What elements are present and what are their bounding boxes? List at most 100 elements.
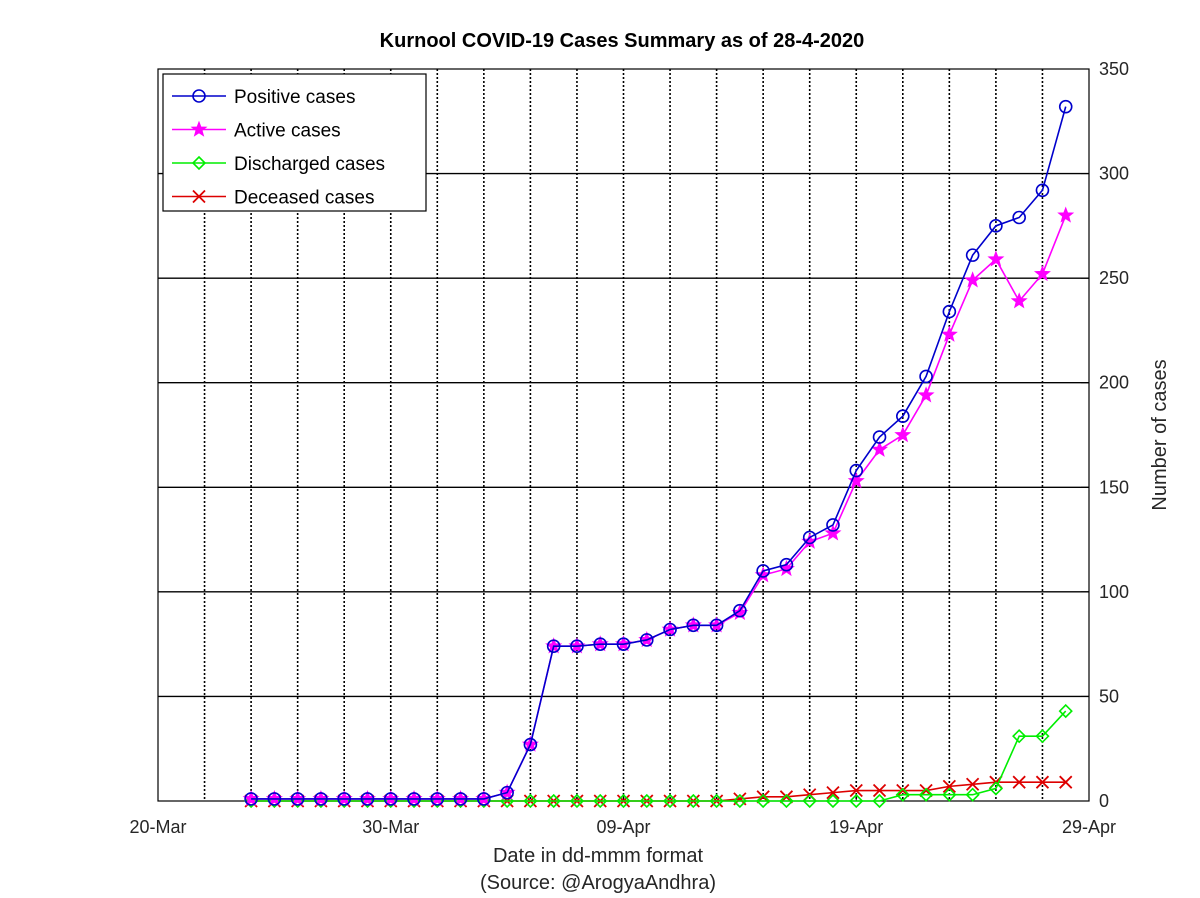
data-point-active-cases [894,426,912,443]
data-point-positive-cases [570,639,584,654]
data-point-active-cases [917,386,935,403]
x-axis-label: Date in dd-mmm format [493,845,703,867]
legend-marker-star [190,120,208,137]
data-point-discharged-cases [616,793,631,809]
legend-label: Active cases [234,121,341,142]
legend-label: Discharged cases [234,154,385,175]
data-point-positive-cases [453,792,468,806]
data-point-positive-cases [989,219,1003,233]
data-point-discharged-cases [662,793,678,809]
data-point-discharged-cases [546,793,561,809]
data-point-discharged-cases [756,793,771,809]
data-point-discharged-cases [872,793,887,809]
y-tick-label: 200 [1099,373,1129,393]
legend-item-positive-cases: Positive cases [172,87,355,108]
data-point-positive-cases [709,618,724,633]
x-tick-label: 09-Apr [596,817,650,837]
series-layer [242,99,1075,809]
x-tick-label: 29-Apr [1062,817,1116,837]
data-point-positive-cases [593,637,608,651]
data-point-discharged-cases [569,793,585,809]
data-point-discharged-cases [988,781,1004,796]
data-point-active-cases [964,271,982,288]
series-line-positive-cases [251,106,1067,800]
data-point-discharged-cases [802,793,817,809]
data-point-positive-cases [1035,183,1050,198]
data-point-deceased-cases [942,779,956,793]
legend: Positive cases Active cases Discharged cas… [162,73,427,212]
data-point-positive-cases [407,792,421,806]
data-point-deceased-cases [826,785,840,800]
x-tick-label: 30-Mar [362,817,419,837]
data-point-discharged-cases [732,793,748,809]
chart-title: Kurnool COVID-19 Cases Summary as of 28-… [380,30,865,52]
data-point-positive-cases [523,737,538,752]
legend-label: Positive cases [234,87,355,108]
data-point-deceased-cases [849,783,863,798]
data-point-positive-cases [802,530,817,545]
y-axis: 0 50 100 150 200 250 300 350 [1081,59,1129,811]
y-tick-label: 100 [1099,582,1129,602]
data-point-discharged-cases [942,787,957,802]
data-point-positive-cases [895,409,910,423]
data-point-positive-cases [779,557,794,572]
data-point-positive-cases [872,430,887,444]
data-point-discharged-cases [709,793,724,809]
legend-marker-diamond [191,155,207,171]
x-axis: 20-Mar 30-Mar 09-Apr 19-Apr 29-Apr [129,793,1116,837]
legend-item-active-cases: Active cases [172,121,341,142]
data-point-discharged-cases [918,787,934,802]
data-point-positive-cases [430,792,445,806]
data-point-discharged-cases [1058,703,1073,719]
data-point-positive-cases [500,785,514,800]
y-tick-label: 0 [1099,791,1109,811]
data-point-deceased-cases [1012,775,1026,789]
data-point-positive-cases [919,369,933,384]
data-point-positive-cases [686,618,701,633]
legend-item-deceased-cases: Deceased cases [172,188,374,209]
legend-label: Deceased cases [234,188,374,209]
x-axis-source-note: (Source: @ArogyaAndhra) [480,872,716,894]
data-point-positive-cases [360,792,375,806]
data-point-positive-cases [383,792,398,806]
data-point-positive-cases [849,463,864,478]
data-point-deceased-cases [872,783,887,798]
data-point-positive-cases [965,248,980,262]
data-point-positive-cases [616,637,631,651]
data-point-positive-cases [942,304,957,319]
data-point-positive-cases [1012,210,1026,225]
data-point-discharged-cases [825,793,841,809]
data-point-deceased-cases [1059,775,1073,789]
legend-box [162,73,427,212]
data-point-positive-cases [290,792,305,806]
data-point-active-cases [824,524,842,541]
data-point-discharged-cases [523,793,538,809]
data-point-discharged-cases [849,793,864,809]
data-point-positive-cases [546,639,561,654]
legend-marker-circle [192,89,206,103]
data-point-active-cases [1033,265,1051,282]
y-tick-label: 250 [1099,268,1129,288]
data-point-active-cases [940,325,958,342]
legend-item-discharged-cases: Discharged cases [172,154,385,175]
y-tick-label: 50 [1099,686,1119,706]
x-tick-label: 19-Apr [829,817,883,837]
data-point-positive-cases [663,622,677,637]
data-point-discharged-cases [895,787,910,802]
y-tick-label: 150 [1099,477,1129,497]
y-axis-label: Number of cases [1149,359,1171,510]
data-point-discharged-cases [639,793,654,809]
series-positive-cases [244,99,1073,806]
data-point-positive-cases [733,603,747,618]
x-tick-label: 20-Mar [129,817,186,837]
data-point-active-cases [847,472,865,489]
data-point-active-cases [871,440,889,457]
data-point-active-cases [1057,206,1075,223]
series-line-discharged-cases [251,710,1067,802]
data-point-deceased-cases [965,777,980,791]
data-point-positive-cases [337,792,352,806]
data-point-positive-cases [477,792,491,806]
data-point-positive-cases [267,792,282,806]
data-point-discharged-cases [593,793,608,809]
